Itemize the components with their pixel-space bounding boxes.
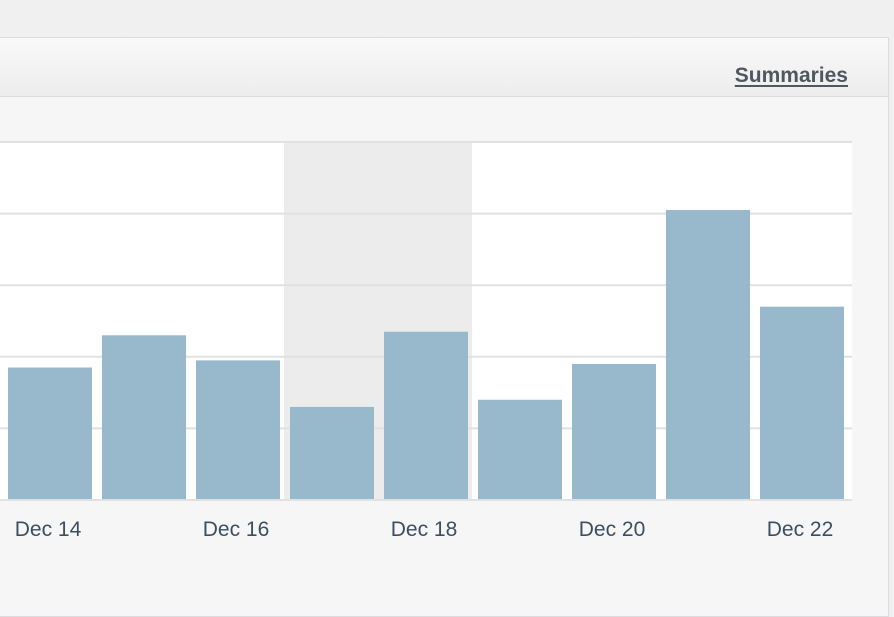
bar-dec-20[interactable] [572,363,656,500]
x-tick-label: Dec 20 [579,518,646,541]
summaries-link[interactable]: Summaries [734,64,848,87]
x-tick-label: Dec 22 [767,518,834,541]
x-tick-label: Dec 18 [391,518,458,541]
x-tick-label: Dec 14 [15,518,82,541]
bar-dec-18[interactable] [384,331,468,500]
bars [8,210,844,500]
bar-dec-22[interactable] [760,306,844,500]
x-tick-label: Dec 16 [203,518,270,541]
bar-dec-17[interactable] [290,406,374,500]
x-tick-labels: Dec 14 Dec 16 Dec 18 Dec 20 Dec 22 [15,518,834,541]
bar-dec-14[interactable] [8,367,92,500]
card-header: Summaries [0,38,888,97]
bar-dec-21[interactable] [666,210,750,500]
bar-dec-19[interactable] [478,399,562,500]
bar-dec-15[interactable] [102,335,186,500]
bar-dec-16[interactable] [196,360,280,500]
